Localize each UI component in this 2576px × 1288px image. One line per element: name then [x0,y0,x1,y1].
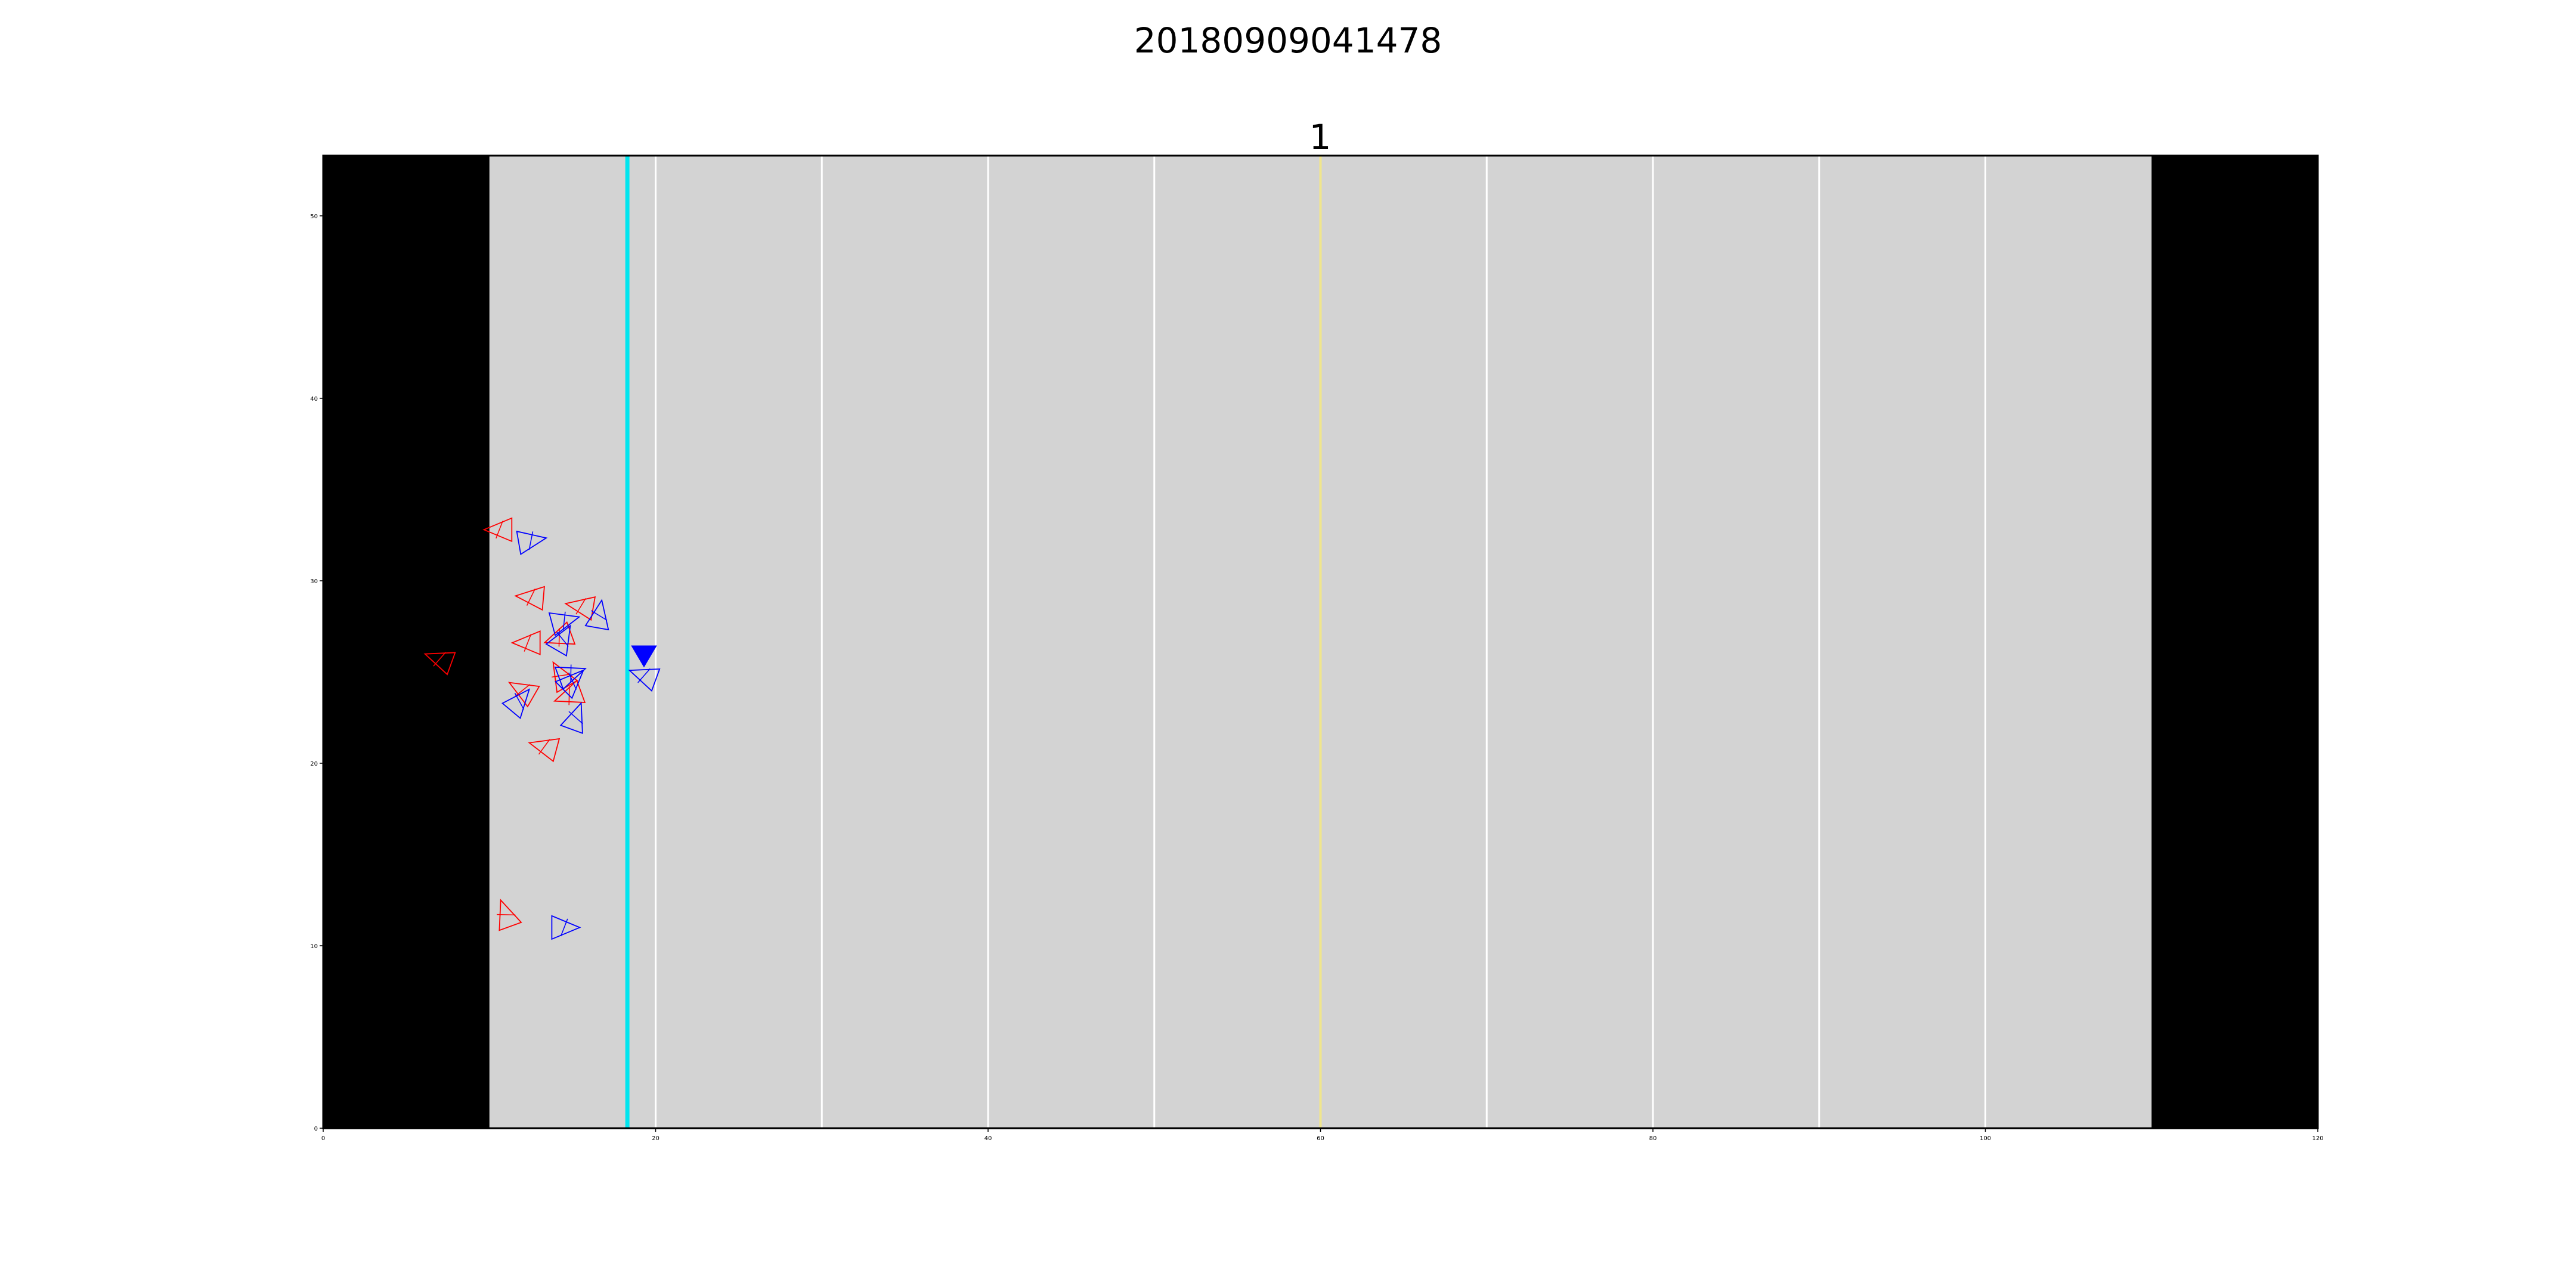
defense-player-marker [543,621,576,645]
y-tick-label: 10 [310,943,318,950]
player-direction-tick [568,672,577,690]
player-direction-tick [590,610,608,621]
defense-player-marker [423,652,456,676]
x-tick-label: 20 [652,1135,660,1142]
player-markers [423,517,661,940]
offense-player-marker [584,599,609,631]
player-direction-tick [526,589,536,606]
player-direction-tick [560,918,568,937]
endzone-right [2151,156,2318,1128]
y-tick-label: 30 [310,578,318,585]
player-direction-tick [637,668,651,683]
offense-player-marker [559,701,583,735]
defense-player-marker [482,517,513,543]
plot-area [323,156,2318,1128]
defense-player-marker [552,661,578,693]
offense-player-marker [628,668,661,692]
player-direction-tick [538,739,550,755]
x-tick-label: 60 [1317,1135,1324,1142]
x-tick-label: 120 [2312,1135,2323,1142]
player-direction-tick [552,673,571,678]
x-tick-label: 40 [984,1135,992,1142]
axes-title: 1 [1309,117,1332,157]
offense-player-marker [548,612,581,637]
offense-player-marker [555,669,585,699]
defense-player-marker [514,586,545,611]
player-direction-tick [496,521,503,539]
y-tick-label: 0 [314,1126,318,1132]
player-direction-tick [568,711,583,724]
player-direction-tick [528,531,534,550]
defense-player-marker [499,899,522,931]
offense-player-marker [501,688,531,719]
defense-player-marker [510,630,541,655]
figure-suptitle: 20180909041478 [1134,20,1442,61]
player-direction-tick [514,692,525,710]
axes-frame [322,154,2319,1129]
player-direction-tick [515,684,531,696]
offense-player-marker [516,530,548,555]
offense-player-marker [545,624,571,657]
y-tick-label: 20 [310,761,318,767]
y-tick-label: 40 [310,396,318,402]
ball-marker [631,645,657,668]
endzone-left [323,156,490,1128]
player-direction-tick [433,652,446,667]
player-direction-tick [556,631,569,647]
player-direction-tick [524,634,532,652]
offense-player-marker [554,666,587,691]
x-tick-label: 80 [1649,1135,1657,1142]
defense-player-marker [553,679,586,703]
player-direction-tick [575,598,586,615]
player-direction-tick [562,611,566,630]
x-axis-ticks: 0 20 40 60 80 100 120 [321,1128,2324,1142]
defense-player-marker [528,738,561,763]
x-tick-label: 100 [1980,1135,1991,1142]
offense-player-marker [551,915,581,940]
y-axis-ticks: 0 10 20 30 40 50 [310,213,323,1132]
defense-player-marker [564,596,596,621]
x-tick-label: 0 [321,1135,325,1142]
y-tick-label: 50 [310,213,318,220]
